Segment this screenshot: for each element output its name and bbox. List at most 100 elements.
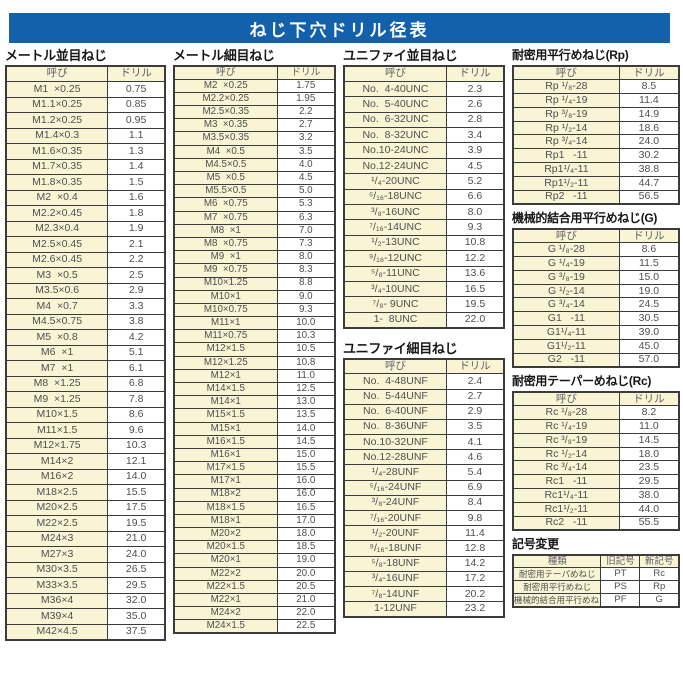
thread-designation: M1.4×0.3: [5, 127, 109, 144]
table-row: Rc ¹/₄-19 11.0: [512, 419, 680, 434]
drill-value: 0.95: [107, 112, 166, 129]
drill-value: 9.8: [445, 510, 505, 527]
drill-value: 45.0: [618, 338, 680, 354]
table-row: G ¹/₂-14 19.0: [512, 283, 680, 299]
table-row: ⁵/₁₆-18UNC 6.6: [343, 188, 505, 206]
table-row: ⁷/₈-14UNF 20.2: [343, 585, 505, 603]
drill-value: 22.0: [276, 606, 336, 621]
drill-value: 7.0: [276, 223, 336, 238]
drill-value: 15.0: [276, 447, 336, 463]
thread-designation: No. 5-40UNC: [343, 96, 447, 113]
table-row: G2 -11 57.0: [512, 352, 680, 368]
drill-value: 11.0: [618, 419, 680, 434]
drill-value: 7.8: [107, 391, 166, 408]
thread-designation: M2.3×0.4: [5, 220, 109, 237]
thread-designation: M9 ×0.75: [173, 263, 278, 278]
table-row: M12×1.25 10.8: [173, 355, 336, 370]
thread-designation: M36×4: [5, 592, 109, 609]
table-row: ¹/₂-13UNC 10.8: [343, 234, 505, 252]
drill-value: 39.0: [618, 325, 680, 340]
table-row: No.12-24UNC 4.5: [343, 157, 505, 175]
thread-designation: No. 6-40UNF: [343, 403, 447, 420]
thread-designation: M2.5×0.35: [173, 105, 278, 120]
table-row: No. 6-32UNC 2.8: [343, 111, 505, 129]
drill-value: 24.5: [618, 297, 680, 313]
drill-value: 55.5: [618, 515, 680, 531]
header-row: 種類 旧記号 新記号: [512, 554, 680, 569]
drill-value: 18.0: [276, 527, 336, 542]
thread-designation: M4.5×0.75: [5, 313, 109, 330]
column-header: 呼び: [5, 65, 109, 82]
drill-value: 9.3: [445, 219, 505, 236]
drill-value: PT: [600, 567, 641, 582]
drill-value: 38.8: [618, 162, 680, 177]
drill-value: 23.2: [445, 601, 505, 618]
table-row: M10×1 9.0: [173, 289, 336, 304]
drill-value: 44.0: [618, 501, 680, 517]
column-header: ドリル: [618, 65, 680, 81]
drill-value: 10.8: [445, 234, 505, 252]
table-row: Rc ¹/₂-14 18.0: [512, 446, 680, 462]
section-title-unified-fine: ユニファイ細目ねじ: [343, 340, 458, 356]
table-row: ³/₄-10UNC 16.5: [343, 280, 505, 298]
thread-designation: M18×2.5: [5, 484, 109, 501]
thread-designation: ⁵/₈-18UNF: [343, 555, 447, 572]
thread-designation: ⁷/₈-14UNF: [343, 585, 447, 603]
table-row: M22×2.5 19.5: [5, 515, 166, 532]
drill-value: 30.2: [618, 148, 680, 164]
thread-designation: 耐密用テーパめねじ: [512, 567, 602, 582]
column-header: 旧記号: [600, 554, 641, 569]
thread-designation: M18×1.5: [173, 500, 278, 515]
unified-coarse-table: 呼び ドリル No. 4-40UNC 2.3 No. 5-40UNC 2.6 No. 6-3…: [343, 65, 505, 329]
table-row: M9 ×1 8.0: [173, 250, 336, 265]
thread-designation: ⁷/₈- 9UNC: [343, 296, 447, 313]
drill-value: 10.8: [276, 355, 336, 370]
thread-designation: ³/₈-16UNC: [343, 204, 447, 221]
column-metric-fine: メートル細目ねじ 呼び ドリル M2 ×0.25 1.75 M2.2×0.25 1.95 M…: [173, 48, 336, 635]
thread-designation: M16×2: [5, 468, 109, 485]
thread-designation: Rp2 -11: [512, 189, 620, 205]
thread-designation: G1¹/₂-11: [512, 338, 620, 354]
thread-designation: M24×2: [173, 606, 278, 621]
table-row: M16×1 15.0: [173, 447, 336, 463]
table-row: M6 ×1 5.1: [5, 344, 166, 361]
unified-fine-table: 呼び ドリル No. 4-48UNF 2.4 No. 5-44UNF 2.7 No. 6-4…: [343, 357, 505, 618]
table-row: No. 4-40UNC 2.3: [343, 80, 505, 98]
thread-designation: M16×1: [173, 447, 278, 463]
thread-designation: Rp1 -11: [512, 148, 620, 164]
drill-value: 20.5: [276, 579, 336, 595]
drill-value: PF: [600, 593, 641, 608]
section-title-rc: 耐密用テーパーめねじ(Rc): [512, 373, 652, 388]
thread-designation: M33×3.5: [5, 577, 109, 594]
table-row: M5.5×0.5 5.0: [173, 184, 336, 199]
table-row: Rp1 -11 30.2: [512, 148, 680, 164]
drill-value: 12.8: [445, 540, 505, 557]
drill-value: 13.6: [445, 265, 505, 282]
table-row: M2 ×0.4 1.6: [5, 189, 166, 206]
thread-designation: M10×1: [173, 289, 278, 304]
thread-designation: M1.8×0.35: [5, 174, 109, 191]
thread-designation: M10×1.25: [173, 276, 278, 291]
table-row: M12×1.5 10.5: [173, 342, 336, 357]
drill-value: 8.5: [618, 79, 680, 95]
table-row: No.10-24UNC 3.9: [343, 142, 505, 159]
thread-designation: M12×1.75: [5, 437, 109, 454]
drill-value: 1.95: [276, 91, 336, 107]
drill-value: 10.5: [276, 342, 336, 357]
table-row: M3.5×0.6 2.9: [5, 282, 166, 299]
drill-value: 29.5: [107, 577, 166, 594]
drill-value: 3.3: [107, 298, 166, 315]
thread-designation: ⁷/₁₆-14UNC: [343, 219, 447, 236]
thread-designation: No. 6-32UNC: [343, 111, 447, 129]
column-header: 種類: [512, 554, 602, 569]
thread-designation: ⁵/₁₆-18UNC: [343, 188, 447, 206]
table-row: M18×2 16.0: [173, 487, 336, 502]
thread-designation: M7 ×0.75: [173, 210, 278, 225]
table-row: M16×2 14.0: [5, 468, 166, 485]
thread-designation: Rp ¹/₄-19: [512, 93, 620, 108]
drill-value: 4.5: [445, 157, 505, 175]
thread-designation: G ³/₈-19: [512, 269, 620, 285]
drill-value: 56.5: [618, 189, 680, 205]
thread-designation: ⁵/₁₆-24UNF: [343, 479, 447, 496]
drill-value: 14.0: [107, 468, 166, 485]
